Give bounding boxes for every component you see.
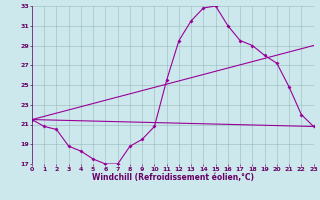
X-axis label: Windchill (Refroidissement éolien,°C): Windchill (Refroidissement éolien,°C) bbox=[92, 173, 254, 182]
